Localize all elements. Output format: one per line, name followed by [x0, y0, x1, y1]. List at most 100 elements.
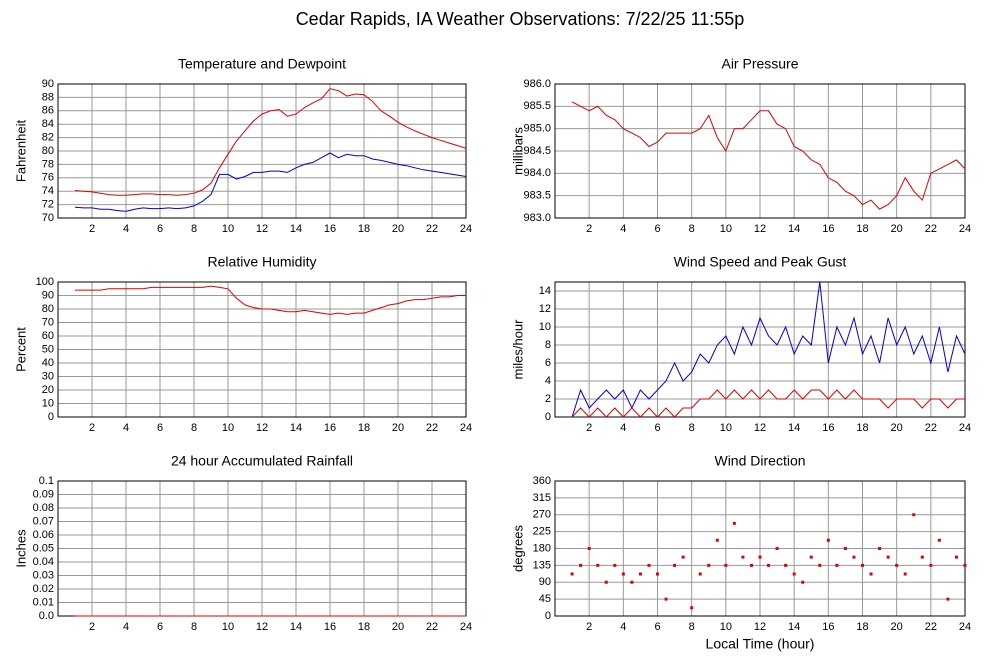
- chart-title: 24 hour Accumulated Rainfall: [171, 453, 353, 469]
- y-tick-label: 0: [48, 411, 54, 423]
- y-tick-label: 985.0: [523, 123, 551, 135]
- x-tick-label: 14: [290, 422, 302, 434]
- data-point: [784, 563, 788, 567]
- y-tick-label: 0: [545, 610, 551, 622]
- plot-frame: [554, 83, 966, 219]
- y-tick-label: 86: [42, 105, 54, 117]
- y-tick-label: 2: [545, 393, 551, 405]
- x-tick-label: 8: [689, 621, 695, 633]
- data-point: [946, 597, 950, 601]
- x-tick-label: 24: [460, 223, 472, 235]
- x-tick-label: 22: [925, 621, 937, 633]
- data-point: [656, 572, 659, 576]
- data-point: [681, 555, 685, 559]
- y-tick-label: 50: [42, 343, 54, 355]
- data-point: [579, 563, 583, 567]
- data-point: [767, 563, 771, 567]
- y-tick-label: 70: [42, 212, 54, 224]
- y-axis-label: miles/hour: [510, 319, 525, 380]
- y-tick-label: 315: [533, 492, 551, 504]
- data-point: [937, 538, 941, 542]
- x-tick-label: 8: [191, 422, 197, 434]
- x-tick-label: 20: [392, 621, 404, 633]
- y-tick-label: 0.03: [33, 569, 54, 581]
- y-tick-label: 0.01: [33, 596, 54, 608]
- x-tick-label: 14: [290, 223, 302, 235]
- x-tick-label: 24: [959, 621, 971, 633]
- x-tick-label: 2: [89, 621, 95, 633]
- data-point: [878, 547, 882, 550]
- plot-frame: [57, 83, 467, 219]
- y-tick-label: 225: [533, 526, 551, 538]
- data-line: [74, 88, 467, 196]
- y-tick-label: 90: [539, 576, 551, 588]
- x-tick-label: 12: [256, 422, 268, 434]
- x-tick-label: 18: [358, 223, 370, 235]
- data-point: [903, 572, 907, 576]
- data-point: [647, 563, 651, 567]
- x-tick-label: 24: [959, 223, 971, 235]
- y-tick-label: 80: [42, 303, 54, 315]
- y-tick-label: 20: [42, 384, 54, 396]
- x-tick-label: 20: [891, 422, 903, 434]
- y-tick-label: 180: [533, 542, 551, 554]
- data-point: [749, 563, 753, 567]
- x-tick-label: 4: [123, 422, 129, 434]
- chart-title: Wind Speed and Peak Gust: [674, 254, 847, 270]
- y-tick-label: 0.1: [39, 475, 54, 487]
- data-point: [613, 563, 617, 567]
- x-tick-label: 12: [754, 223, 766, 235]
- y-tick-label: 0.08: [33, 502, 54, 514]
- x-tick-label: 18: [856, 621, 868, 633]
- x-tick-label: 2: [586, 223, 592, 235]
- y-tick-label: 0.09: [33, 488, 54, 500]
- y-tick-label: 0.05: [33, 542, 54, 554]
- page-title: Cedar Rapids, IA Weather Observations: 7…: [296, 9, 745, 29]
- data-point: [912, 513, 916, 517]
- y-tick-label: 78: [42, 158, 54, 170]
- data-point: [920, 555, 924, 559]
- data-point: [673, 563, 677, 567]
- y-tick-label: 70: [42, 316, 54, 328]
- x-tick-label: 8: [689, 223, 695, 235]
- x-axis-label: Local Time (hour): [706, 636, 815, 652]
- x-tick-label: 8: [689, 422, 695, 434]
- x-tick-label: 2: [586, 621, 592, 633]
- data-point: [732, 521, 736, 525]
- data-point: [707, 563, 711, 567]
- x-tick-label: 6: [157, 422, 163, 434]
- data-point: [801, 580, 805, 584]
- x-tick-label: 10: [720, 422, 732, 434]
- data-point: [630, 580, 634, 584]
- data-point: [775, 547, 779, 550]
- x-tick-label: 20: [891, 621, 903, 633]
- y-tick-label: 72: [42, 199, 54, 211]
- data-point: [741, 555, 745, 559]
- y-tick-label: 0.02: [33, 583, 54, 595]
- data-point: [835, 563, 839, 567]
- y-tick-label: 76: [42, 172, 54, 184]
- x-tick-label: 16: [324, 422, 336, 434]
- y-tick-label: 45: [539, 593, 551, 605]
- x-tick-label: 12: [754, 422, 766, 434]
- plot-frame: [554, 281, 966, 418]
- x-tick-label: 20: [891, 223, 903, 235]
- data-point: [852, 555, 856, 559]
- y-tick-label: 270: [533, 509, 551, 521]
- x-tick-label: 10: [222, 621, 234, 633]
- y-tick-label: 40: [42, 357, 54, 369]
- y-tick-label: 0: [545, 411, 551, 423]
- data-point: [698, 572, 702, 576]
- y-tick-label: 90: [42, 289, 54, 301]
- y-tick-label: 983.5: [523, 190, 551, 202]
- data-line: [571, 101, 966, 210]
- y-tick-label: 0.06: [33, 529, 54, 541]
- data-line: [74, 152, 467, 212]
- data-point: [886, 555, 890, 559]
- data-point: [954, 555, 958, 559]
- x-tick-label: 8: [191, 223, 197, 235]
- data-point: [604, 580, 608, 584]
- data-point: [963, 563, 967, 567]
- x-tick-label: 6: [654, 223, 660, 235]
